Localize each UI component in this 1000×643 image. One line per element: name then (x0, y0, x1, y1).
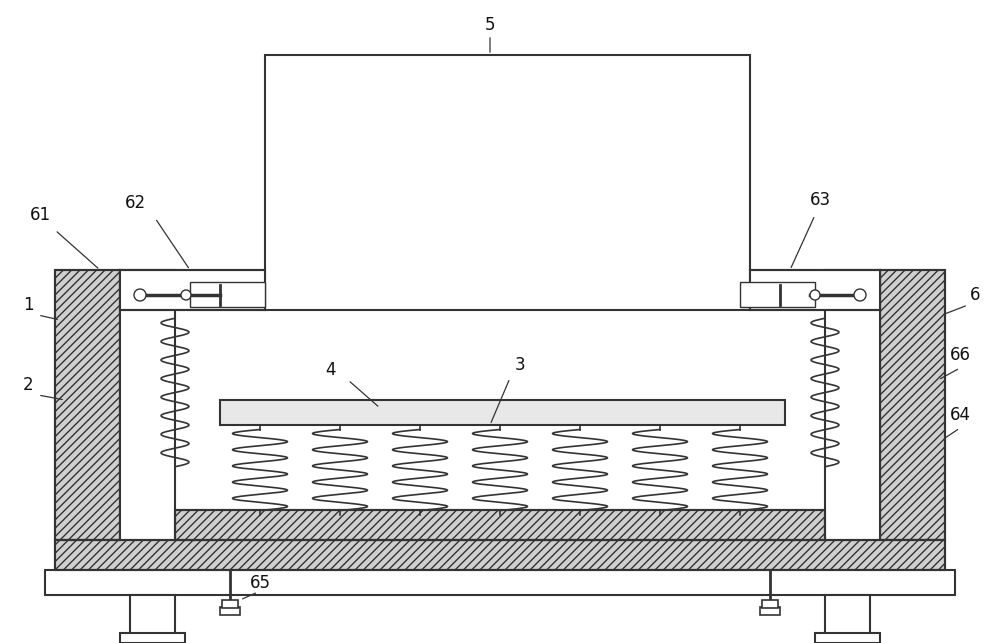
Text: 62: 62 (124, 194, 146, 212)
Text: 61: 61 (29, 206, 51, 224)
Bar (760, 607, 780, 615)
Text: 3: 3 (515, 356, 525, 374)
Text: 4: 4 (325, 361, 335, 379)
Bar (220, 400, 785, 425)
Text: 2: 2 (23, 376, 33, 394)
Bar (55, 270, 120, 540)
Bar (880, 270, 945, 540)
Text: 66: 66 (950, 346, 970, 364)
Bar (762, 600, 778, 608)
Bar (825, 270, 880, 540)
Bar (55, 540, 945, 570)
Bar (740, 282, 815, 307)
Bar (190, 282, 265, 307)
Bar (220, 607, 240, 615)
Bar (750, 270, 880, 310)
Bar (825, 595, 870, 643)
Text: 64: 64 (950, 406, 970, 424)
Bar (130, 595, 175, 643)
Circle shape (854, 289, 866, 301)
Bar (175, 510, 825, 540)
Bar (55, 270, 120, 540)
Bar (45, 570, 955, 595)
Text: 63: 63 (809, 191, 831, 209)
Bar (815, 633, 880, 643)
Bar (175, 510, 825, 540)
Bar (265, 55, 750, 310)
Circle shape (181, 290, 191, 300)
Bar (55, 540, 945, 570)
Bar (120, 270, 265, 310)
Circle shape (810, 290, 820, 300)
Bar (120, 633, 185, 643)
Bar (222, 600, 238, 608)
Bar (880, 270, 945, 540)
Circle shape (134, 289, 146, 301)
Text: 1: 1 (23, 296, 33, 314)
Text: 5: 5 (485, 16, 495, 34)
Text: 6: 6 (970, 286, 980, 304)
Text: 65: 65 (250, 574, 270, 592)
Bar (120, 270, 175, 540)
